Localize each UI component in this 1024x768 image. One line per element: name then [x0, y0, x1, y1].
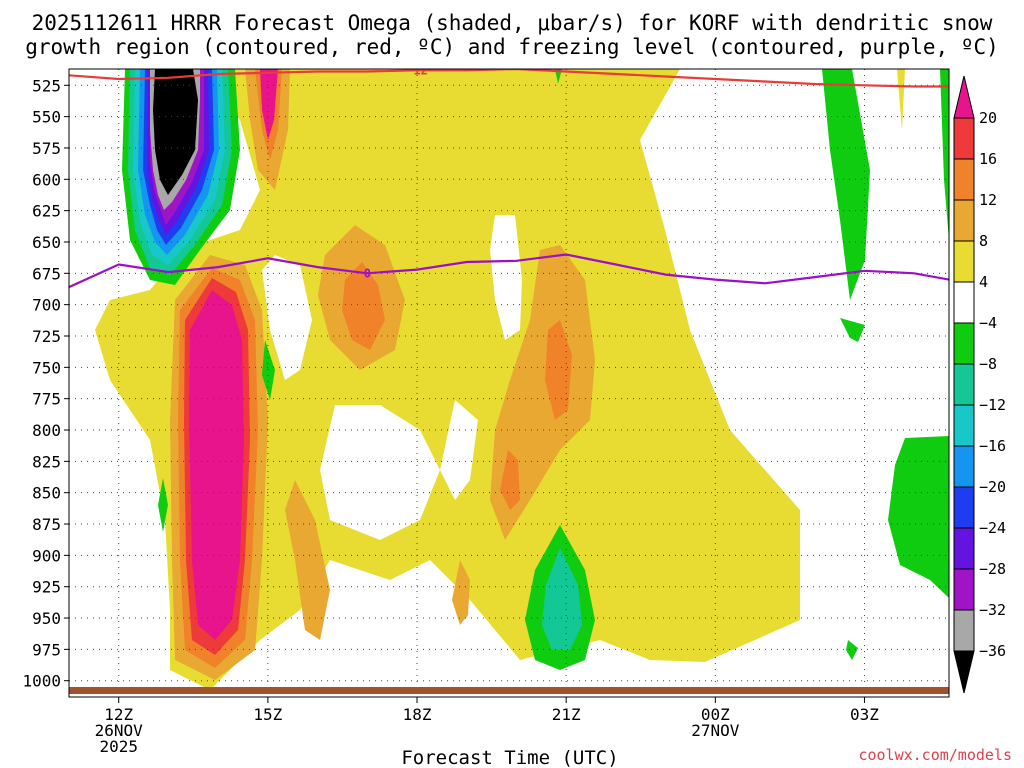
x-tick-label: 00Z: [701, 705, 730, 724]
x-tick-label: 03Z: [850, 705, 879, 724]
omega-region-20plus-pulse: [189, 290, 244, 640]
colorbar-label: 12: [979, 191, 997, 209]
y-tick-label: 725: [32, 327, 61, 346]
colorbar-bin: [953, 240, 975, 283]
x-axis-label: Forecast Time (UTC): [401, 747, 618, 768]
colorbar-bin: [953, 609, 975, 652]
y-tick-label: 600: [32, 170, 61, 189]
colorbar-bin: [953, 445, 975, 488]
y-tick-label: 650: [32, 233, 61, 252]
colorbar-bin: [953, 158, 975, 201]
omega-sink-tiny-2: [555, 69, 562, 84]
freezing-level-contour: [69, 253, 949, 289]
omega-sink-right-edge-top: [940, 69, 949, 240]
colorbar-label: −12: [979, 396, 1006, 414]
omega-neutral-hole-2: [490, 215, 522, 340]
contour-layer: −12 0: [69, 63, 949, 289]
colorbar-label: 4: [979, 273, 988, 291]
colorbar-label: 16: [979, 150, 997, 168]
x-tick-date: 26NOV: [95, 721, 144, 740]
y-tick-label: 700: [32, 296, 61, 315]
omega-sink-right-lower: [888, 436, 949, 598]
omega-region-8-12-d: [285, 480, 330, 640]
colorbar-label: −36: [979, 642, 1006, 660]
colorbar-bin: [953, 363, 975, 406]
omega-region-12-16-a: [342, 262, 385, 350]
chart-title-line1: 2025112611 HRRR Forecast Omega (shaded, …: [32, 11, 993, 35]
colorbar-bin: [953, 199, 975, 242]
colorbar-bin: [953, 322, 975, 365]
colorbar-label: −28: [979, 560, 1006, 578]
y-tick-label: 850: [32, 484, 61, 503]
colorbar-label: −20: [979, 478, 1006, 496]
y-tick-label: 1000: [22, 672, 61, 691]
omega-sink-right-upper: [822, 69, 870, 300]
colorbar-bin: [953, 527, 975, 570]
y-axis: 525 550 575 600 625 650 675 700 725 750 775 800 825 8…: [22, 76, 69, 691]
omega-region-8-12-e: [452, 560, 470, 625]
y-tick-label: 825: [32, 452, 61, 471]
colorbar-bin: [953, 486, 975, 529]
omega-neutral-hole-1: [262, 255, 312, 380]
dgz-contour-label: −12: [406, 63, 428, 77]
dgz-contour: [69, 69, 949, 88]
omega-region-4-8-main: [95, 69, 800, 690]
x-tick-label: 12Z: [104, 705, 133, 724]
x-tick-label: 15Z: [253, 705, 282, 724]
y-tick-label: 800: [32, 421, 61, 440]
colorbar-label: −32: [979, 601, 1006, 619]
y-tick-label: 925: [32, 578, 61, 597]
colorbar-label: −24: [979, 519, 1006, 537]
y-tick-label: 975: [32, 640, 61, 659]
x-tick-label: 21Z: [552, 705, 581, 724]
freezing-level-contour-label: 0: [364, 266, 371, 280]
colorbar-label: −16: [979, 437, 1006, 455]
credit-text: coolwx.com/models: [858, 746, 1012, 764]
x-tick-date: 27NOV: [691, 721, 740, 740]
omega-sink-tiny-1: [846, 640, 858, 660]
y-tick-label: 875: [32, 515, 61, 534]
omega-sink-lower-core-inner: [542, 548, 582, 650]
y-tick-label: 525: [32, 76, 61, 95]
omega-neutral-hole-3: [320, 405, 440, 540]
y-tick-label: 575: [32, 139, 61, 158]
y-tick-label: 625: [32, 202, 61, 221]
ground-layer: [69, 687, 949, 694]
y-tick-label: 900: [32, 546, 61, 565]
omega-region-12-16-d: [545, 320, 572, 420]
colorbar-bin: [953, 281, 975, 324]
colorbar-label: 20: [979, 109, 997, 127]
omega-region-20plus-upper: [260, 69, 278, 140]
x-tick-label: 18Z: [403, 705, 432, 724]
colorbar-bottom-triangle: [953, 650, 975, 694]
y-tick-label: 775: [32, 390, 61, 409]
x-tick-year: 2025: [99, 737, 138, 756]
omega-region-12-16-b: [500, 450, 520, 510]
omega-region-4-8-small: [897, 69, 905, 130]
colorbar-label: 8: [979, 232, 988, 250]
colorbar-label: −4: [979, 314, 997, 332]
y-tick-label: 550: [32, 108, 61, 127]
colorbar-bin: [953, 404, 975, 447]
plot-frame: [68, 68, 950, 698]
chart-title-line2: growth region (contoured, red, ºC) and f…: [25, 35, 999, 59]
colorbar: 20 16 12 8 4 −4 −8 −12 −16 −20 −24 −28 −32 −36: [953, 75, 1006, 694]
y-tick-label: 750: [32, 358, 61, 377]
omega-sink-right-mid: [840, 318, 865, 342]
colorbar-top-triangle: [953, 75, 975, 119]
y-tick-label: 950: [32, 609, 61, 628]
colorbar-bin: [953, 568, 975, 611]
omega-sink-tiny-4: [158, 478, 168, 532]
omega-neutral-hole-4: [440, 400, 478, 500]
y-tick-label: 675: [32, 264, 61, 283]
colorbar-bin: [953, 117, 975, 160]
colorbar-label: −8: [979, 355, 997, 373]
omega-sink-band-9: [153, 69, 198, 195]
omega-sink-tiny-3: [262, 340, 275, 400]
omega-shading: [95, 69, 949, 690]
